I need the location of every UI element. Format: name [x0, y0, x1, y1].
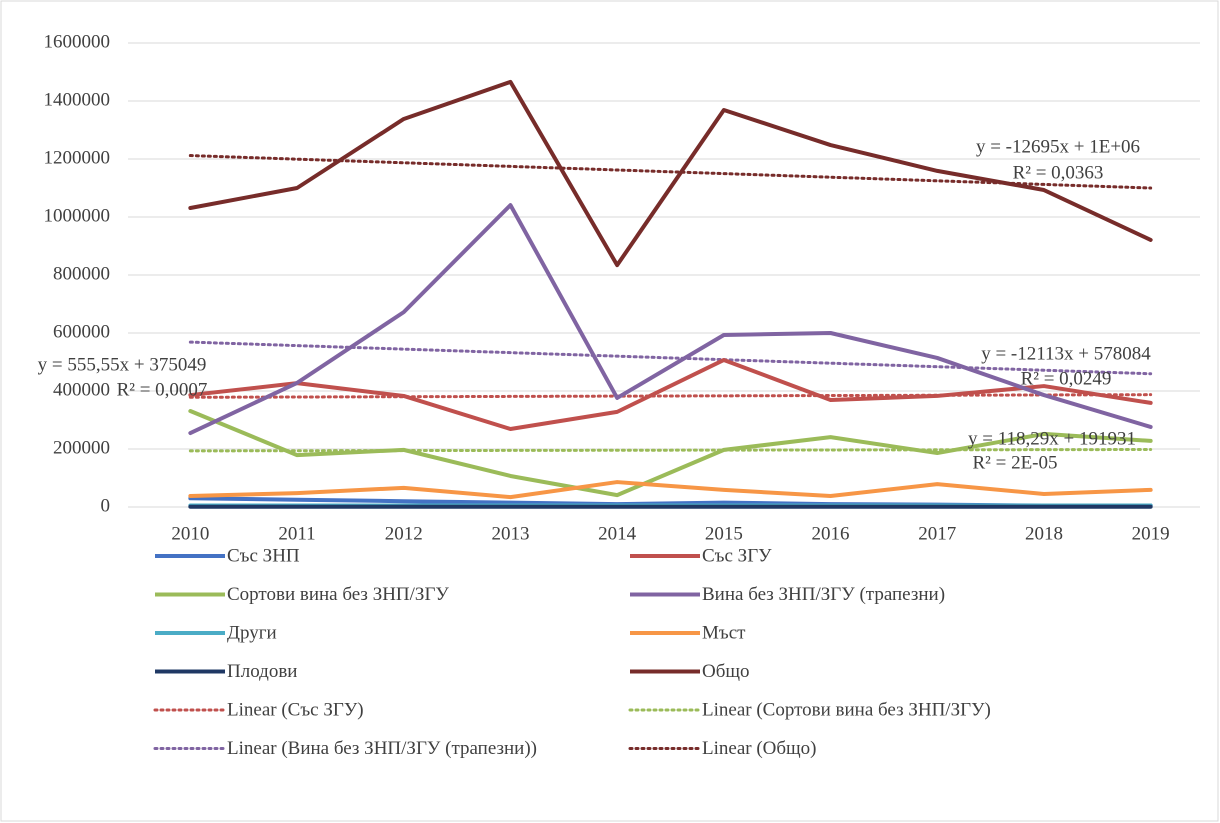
x-tick-label: 2019 — [1132, 523, 1170, 544]
legend-label: Вина без ЗНП/ЗГУ (трапезни) — [702, 584, 945, 605]
trendline-equation: y = 555,55x + 375049 — [38, 354, 207, 375]
y-tick-label: 1200000 — [44, 147, 111, 168]
y-tick-label: 600000 — [53, 321, 110, 342]
trendline — [188, 340, 1153, 376]
legend-label: Сортови вина без ЗНП/ЗГУ — [227, 584, 449, 605]
x-tick-label: 2016 — [812, 523, 850, 544]
x-tick-label: 2013 — [491, 523, 529, 544]
series-line — [188, 357, 1153, 431]
legend-label: Други — [227, 622, 277, 643]
trendline-equation: y = 118,29x + 191931 — [968, 428, 1136, 449]
trendline-r2: R² = 0,0249 — [1021, 368, 1112, 389]
legend-label: Linear (Сортови вина без ЗНП/ЗГУ) — [702, 699, 991, 720]
legend-label: Със ЗГУ — [702, 545, 772, 566]
series-line — [188, 79, 1153, 268]
trendline-r2: R² = 2E-05 — [972, 452, 1057, 473]
series-line — [188, 203, 1153, 436]
trendline-r2: R² = 0,0007 — [117, 379, 208, 400]
y-tick-label: 1400000 — [44, 89, 111, 110]
y-tick-label: 400000 — [53, 379, 110, 400]
trendline-r2: R² = 0,0363 — [1013, 162, 1104, 183]
y-tick-label: 200000 — [53, 437, 110, 458]
legend-label: Linear (Със ЗГУ) — [227, 699, 364, 720]
x-tick-label: 2012 — [385, 523, 423, 544]
y-tick-label: 0 — [101, 495, 111, 516]
series-line — [188, 409, 1153, 498]
legend-label: Плодови — [227, 661, 297, 682]
y-tick-label: 1000000 — [44, 205, 111, 226]
x-tick-label: 2017 — [918, 523, 956, 544]
legend-label: Със ЗНП — [227, 545, 300, 566]
series-line — [188, 480, 1153, 500]
trendline — [188, 448, 1153, 453]
trendline-equation: y = -12113x + 578084 — [981, 343, 1151, 364]
x-tick-label: 2011 — [278, 523, 315, 544]
legend-label: Общо — [702, 661, 750, 682]
legend-label: Linear (Вина без ЗНП/ЗГУ (трапезни)) — [227, 738, 537, 759]
legend-label: Мъст — [702, 622, 746, 643]
y-tick-label: 1600000 — [44, 31, 111, 52]
y-tick-label: 800000 — [53, 263, 110, 284]
legend-label: Linear (Общо) — [702, 738, 817, 759]
x-tick-label: 2014 — [598, 523, 637, 544]
trendline — [188, 393, 1153, 399]
x-tick-label: 2010 — [171, 523, 209, 544]
x-tick-label: 2018 — [1025, 523, 1063, 544]
trendline — [188, 154, 1153, 190]
trendline-equation: y = -12695x + 1E+06 — [976, 136, 1140, 157]
x-tick-label: 2015 — [705, 523, 743, 544]
